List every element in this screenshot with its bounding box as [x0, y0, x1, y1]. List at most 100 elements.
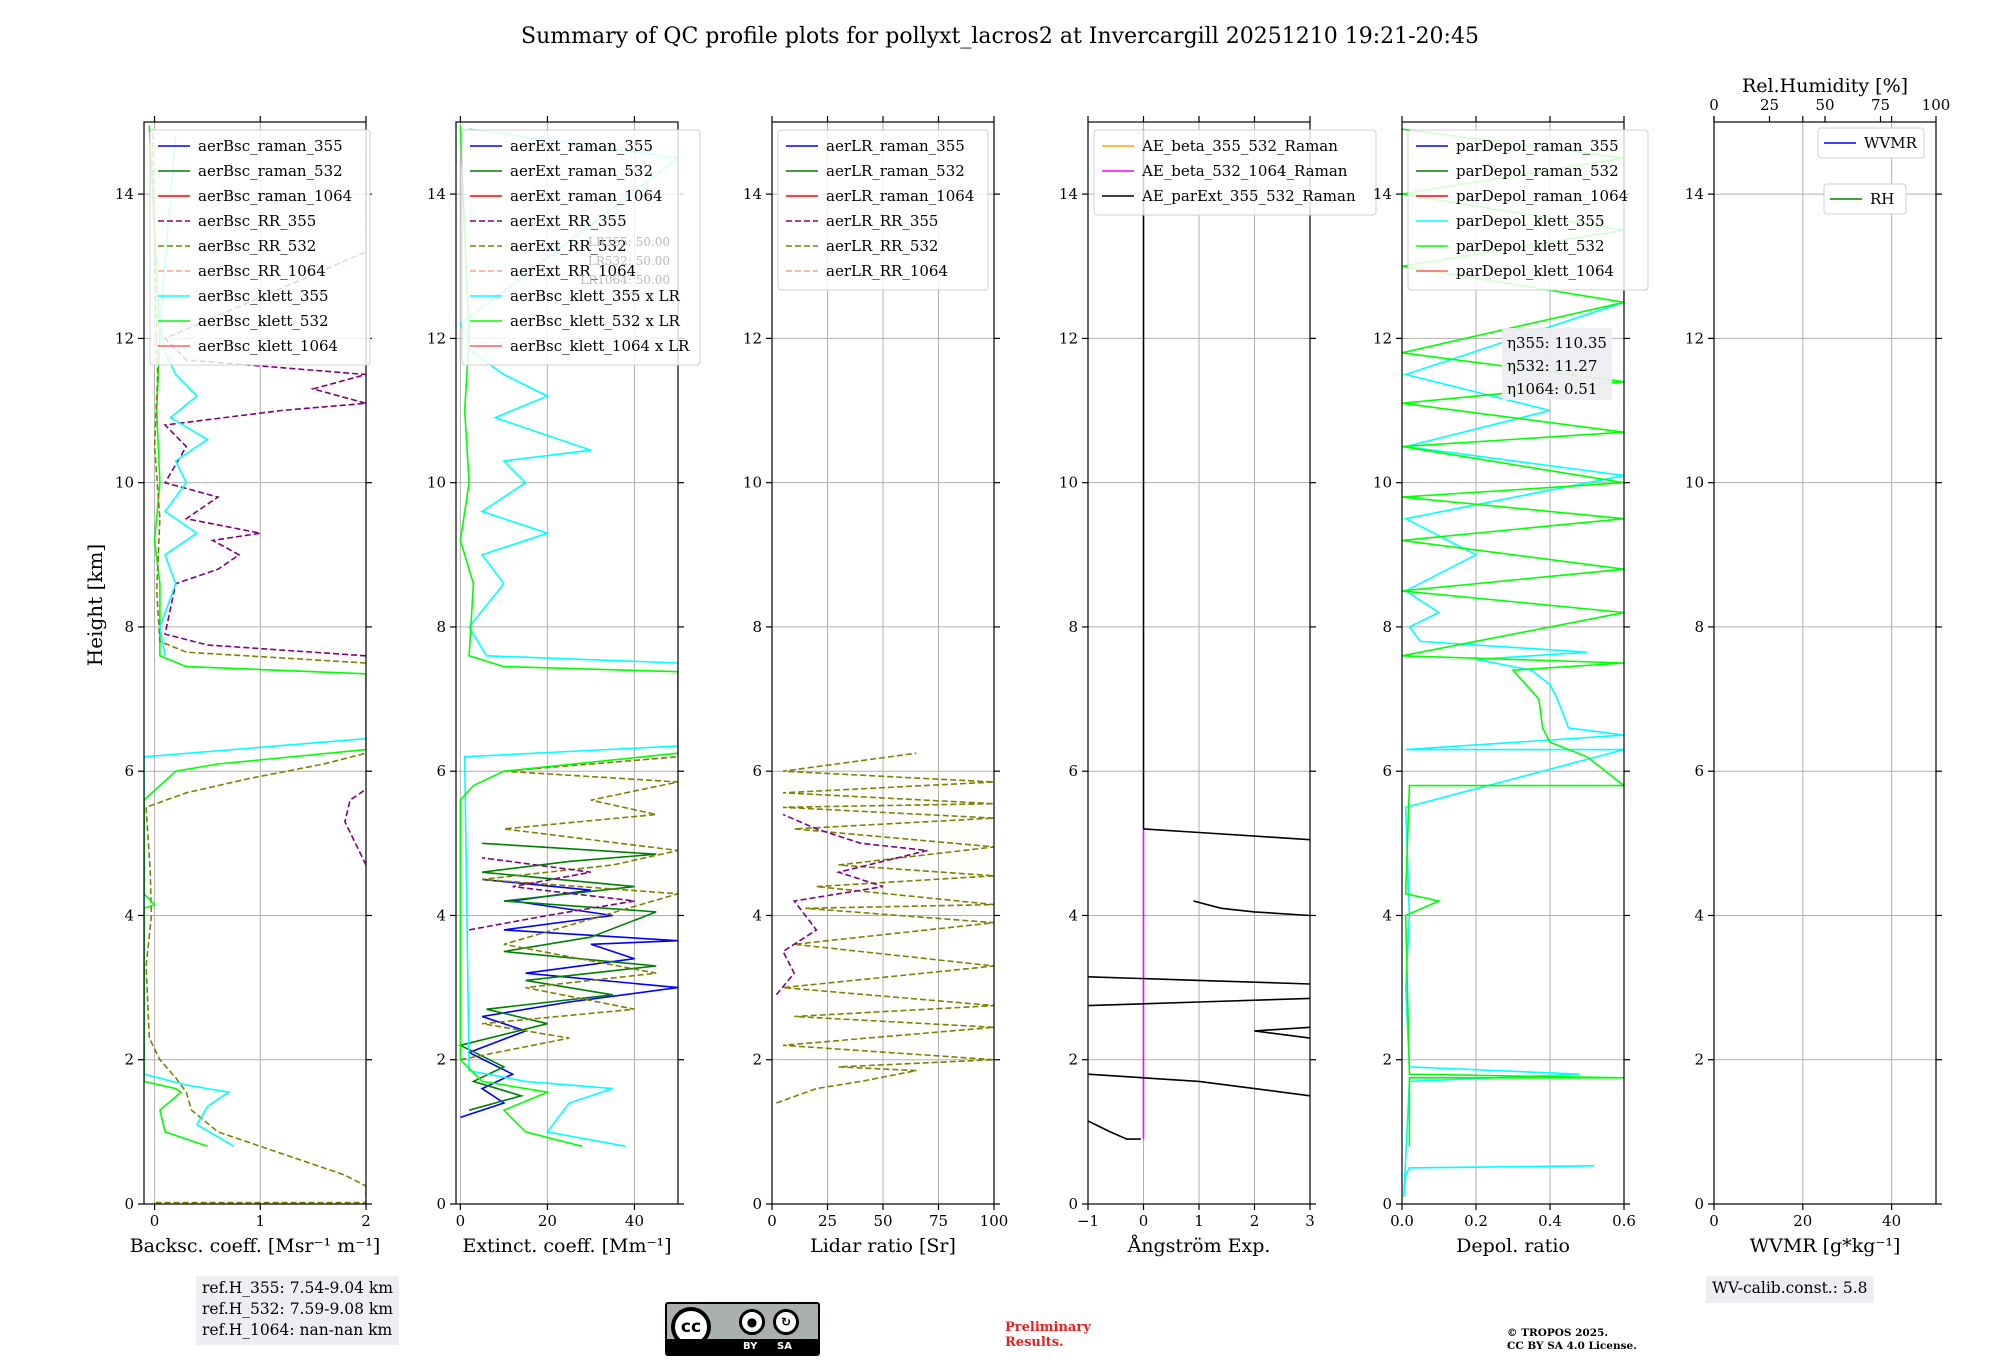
- x-tick-label: 0: [1709, 1212, 1719, 1230]
- top-axis-label: Rel.Humidity [%]: [1742, 75, 1908, 97]
- cc-by-label: BY: [743, 1341, 758, 1352]
- wv-calibration-box: WV-calib.const.: 5.8: [1706, 1276, 1874, 1303]
- sa-share-alike-icon: ↻: [773, 1309, 799, 1335]
- legend-label: WVMR: [1864, 134, 1918, 152]
- series-group: [458, 125, 678, 1148]
- x-tick-label: 0: [767, 1212, 777, 1230]
- top-x-tick-label: 0: [1709, 96, 1719, 114]
- legend-label: AE_parExt_355_532_Raman: [1141, 187, 1356, 205]
- legend-label: aerExt_RR_1064: [510, 262, 636, 280]
- x-tick-label: 20: [538, 1212, 557, 1230]
- legend-label: AE_beta_355_532_Raman: [1141, 137, 1338, 155]
- copyright-note: © TROPOS 2025. CC BY SA 4.0 License.: [1507, 1327, 1637, 1353]
- y-tick-label: 2: [1382, 1051, 1392, 1069]
- y-tick-label: 10: [427, 474, 446, 492]
- legend-label: aerBsc_RR_355: [198, 212, 316, 230]
- legend-box: [1823, 183, 1907, 215]
- legend-label: parDepol_raman_355: [1456, 137, 1619, 155]
- legend: AE_beta_355_532_Raman AE_beta_532_1064_Ra…: [1093, 129, 1377, 216]
- series-line-aerBsc_RR_532: [145, 752, 366, 1204]
- x-tick-label: 2: [361, 1212, 371, 1230]
- y-tick-label: 14: [427, 185, 446, 203]
- series-line-AE_parExt_355_532_Raman_c: [1254, 1026, 1310, 1039]
- cc-badge-bar: [667, 1339, 818, 1354]
- y-tick-label: 6: [1382, 762, 1392, 780]
- series-line-aerBsc_klett_355 x LR: [459, 128, 678, 1148]
- y-tick-label: 14: [1059, 185, 1078, 203]
- x-axis-label: Backsc. coeff. [Msr⁻¹ m⁻¹]: [130, 1235, 381, 1257]
- ref-height-1064: ref.H_1064: nan-nan km: [202, 1321, 393, 1339]
- y-tick-label: 4: [1068, 906, 1078, 924]
- legend-label: aerBsc_raman_532: [198, 162, 343, 180]
- copyright-line-2: CC BY SA 4.0 License.: [1507, 1340, 1637, 1352]
- series-line-aerExt_raman_532: [458, 842, 657, 1111]
- x-tick-label: 3: [1305, 1212, 1315, 1230]
- y-tick-label: 12: [427, 329, 446, 347]
- x-tick-label: 40: [1882, 1212, 1901, 1230]
- y-tick-label: 4: [124, 906, 134, 924]
- x-tick-label: 50: [873, 1212, 892, 1230]
- x-tick-label: 0.2: [1464, 1212, 1488, 1230]
- y-tick-label: 0: [752, 1195, 762, 1213]
- y-tick-label: 0: [124, 1195, 134, 1213]
- eta-label: η355: 110.35: [1507, 334, 1607, 352]
- preliminary-results-note: Preliminary Results.: [1005, 1320, 1091, 1350]
- y-tick-label: 12: [115, 329, 134, 347]
- series-line-aerBsc_RR_355: [344, 788, 366, 866]
- series-line-aerBsc_klett_532 x LR: [459, 125, 678, 1148]
- preliminary-line-1: Preliminary: [1005, 1320, 1091, 1335]
- y-tick-label: 10: [1685, 474, 1704, 492]
- series-line-aerExt_RR_532: [460, 756, 678, 1061]
- legend: aerBsc_raman_355 aerBsc_raman_532 aerBsc_r…: [149, 129, 371, 366]
- legend-label: aerBsc_klett_355 x LR: [510, 287, 681, 305]
- x-axis-label: Ångström Exp.: [1127, 1235, 1271, 1257]
- series-line-aerExt_RR_355: [468, 857, 635, 931]
- x-tick-label: 1: [1194, 1212, 1204, 1230]
- y-tick-label: 12: [1373, 329, 1392, 347]
- legend-box: [777, 129, 989, 291]
- wv-calib-constant: WV-calib.const.: 5.8: [1712, 1279, 1868, 1297]
- legend-label: RH: [1870, 190, 1894, 208]
- legend-rh: RH: [1823, 183, 1907, 215]
- y-tick-label: 2: [124, 1051, 134, 1069]
- legend-label: AE_beta_532_1064_Raman: [1141, 162, 1348, 180]
- y-tick-label: 6: [1694, 762, 1704, 780]
- x-tick-label: 20: [1793, 1212, 1812, 1230]
- y-tick-label: 14: [1373, 185, 1392, 203]
- top-x-tick-label: 75: [1871, 96, 1890, 114]
- y-tick-label: 8: [1382, 618, 1392, 636]
- series-line-aerExt_raman_355: [460, 878, 678, 1119]
- y-tick-label: 6: [436, 762, 446, 780]
- legend-label: parDepol_raman_1064: [1456, 187, 1628, 205]
- y-tick-label: 12: [1685, 329, 1704, 347]
- panel-depol: 0.0 0.2 0.4 0.6 0 2 4 6 8 10 12 14 Depol. ratio parDe…: [1373, 116, 1649, 1257]
- series-line-aerLR_RR_355: [775, 813, 928, 996]
- axes-frame: [1713, 121, 1937, 1205]
- legend-box: [461, 129, 701, 366]
- top-x-tick-label: 25: [1760, 96, 1779, 114]
- axes-frame: [455, 121, 679, 1205]
- legend-label: aerLR_raman_355: [826, 137, 965, 155]
- axes-frame: [1401, 121, 1625, 1205]
- panel-lidar_ratio: 0 25 50 75 100 0 2 4 6 8 10 12 14 Lidar ratio [Sr] aer…: [743, 116, 1008, 1257]
- top-x-tick-label: 100: [1922, 96, 1951, 114]
- series-line-parDepol_klett_355: [1402, 129, 1624, 1197]
- y-tick-label: 4: [1694, 906, 1704, 924]
- legend-label: parDepol_raman_532: [1456, 162, 1619, 180]
- legend-label: aerBsc_klett_355: [198, 287, 329, 305]
- legend-label: aerLR_RR_532: [826, 237, 938, 255]
- legend-label: aerBsc_klett_532 x LR: [510, 312, 681, 330]
- lidar-ratio-note: LR355: 50.00: [588, 235, 670, 249]
- legend-label: aerLR_raman_532: [826, 162, 965, 180]
- legend-label: aerBsc_raman_1064: [198, 187, 352, 205]
- legend-label: aerBsc_RR_1064: [198, 262, 326, 280]
- panel-extinction: 0 20 40 0 2 4 6 8 10 12 14 Extinct. coeff. [Mm⁻¹] ae…: [427, 116, 701, 1257]
- legend-label: parDepol_klett_1064: [1456, 262, 1614, 280]
- legend-label: aerBsc_RR_532: [198, 237, 316, 255]
- y-tick-label: 4: [436, 906, 446, 924]
- x-tick-label: 1: [256, 1212, 266, 1230]
- legend-wvmr: WVMR: [1817, 127, 1925, 159]
